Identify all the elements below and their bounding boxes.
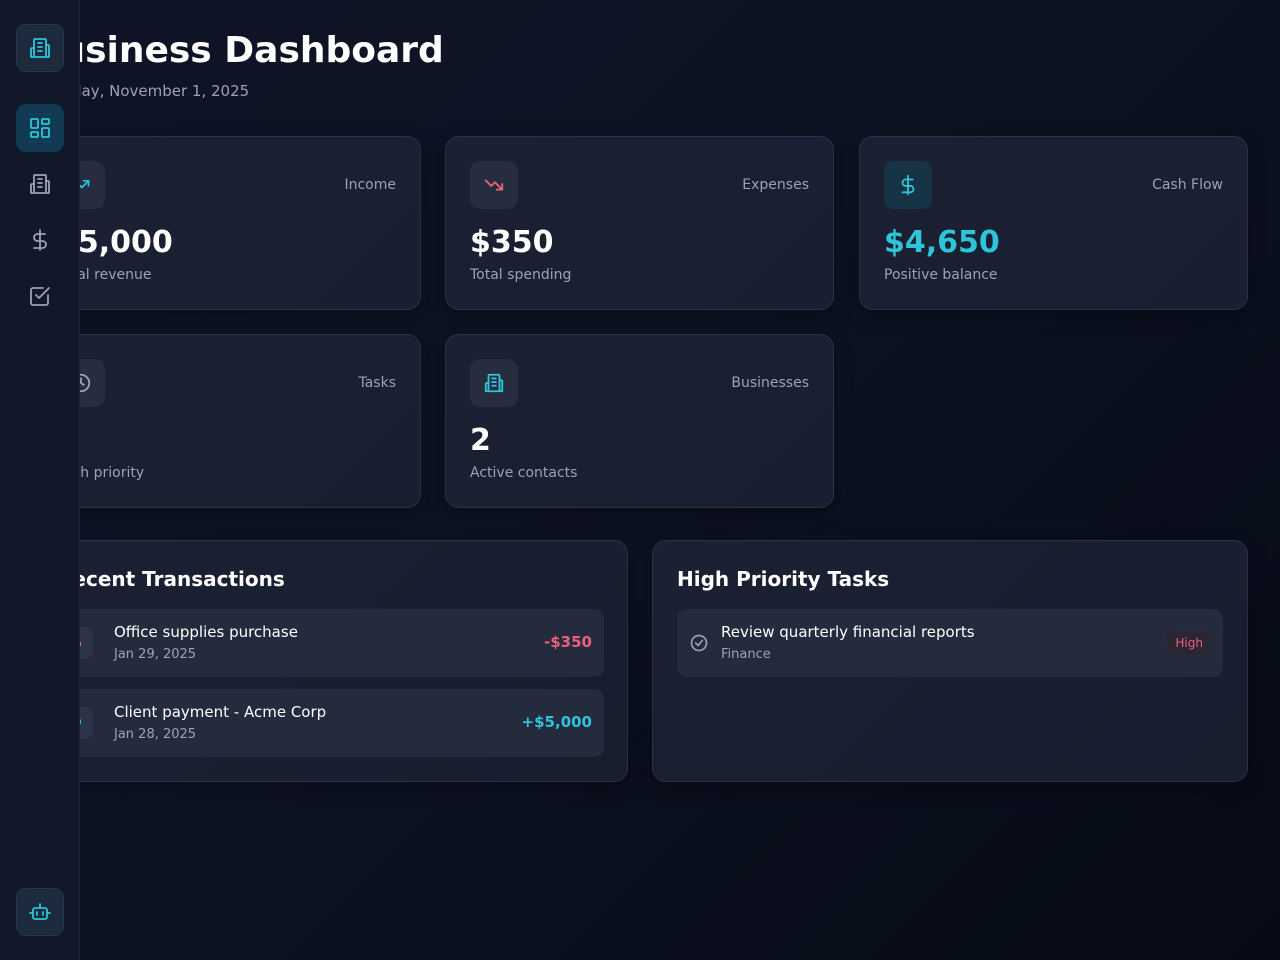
transaction-row[interactable]: Client payment - Acme Corp Jan 28, 2025 …: [57, 689, 604, 757]
cash-flow-subtitle: Positive balance: [884, 267, 998, 283]
transaction-amount: -$350: [544, 633, 592, 651]
recent-transactions-panel: Recent Transactions Office supplies purc…: [32, 540, 628, 782]
high-priority-tasks-panel: High Priority Tasks Review quarterly fin…: [652, 540, 1248, 782]
page-title: Business Dashboard: [32, 30, 444, 71]
transaction-date: Jan 29, 2025: [114, 647, 197, 662]
expenses-value: $350: [470, 225, 554, 260]
sidebar: [0, 0, 80, 960]
trending-down-icon: [470, 161, 518, 209]
businesses-subtitle: Active contacts: [470, 465, 578, 481]
building-icon: [28, 36, 52, 60]
income-subtitle: Total revenue: [57, 267, 152, 283]
transaction-amount: +$5,000: [521, 713, 592, 731]
tasks-card[interactable]: Tasks 3 High priority: [32, 334, 421, 508]
priority-badge: High: [1167, 631, 1211, 655]
transaction-row[interactable]: Office supplies purchase Jan 29, 2025 -$…: [57, 609, 604, 677]
income-label: Income: [344, 177, 396, 193]
cash-flow-label: Cash Flow: [1152, 177, 1223, 193]
panel-title: High Priority Tasks: [677, 567, 890, 591]
cash-flow-value: $4,650: [884, 225, 1000, 260]
expenses-subtitle: Total spending: [470, 267, 572, 283]
transaction-date: Jan 28, 2025: [114, 727, 197, 742]
assistant-button[interactable]: [16, 888, 64, 936]
task-row[interactable]: Review quarterly financial reports Finan…: [677, 609, 1223, 677]
dashboard-icon: [28, 116, 52, 140]
sidebar-item-finances[interactable]: [16, 216, 64, 264]
transaction-title: Client payment - Acme Corp: [114, 703, 327, 721]
sidebar-item-dashboard[interactable]: [16, 104, 64, 152]
building-icon: [470, 359, 518, 407]
dollar-icon: [28, 228, 52, 252]
cash-flow-card[interactable]: Cash Flow $4,650 Positive balance: [859, 136, 1248, 310]
businesses-card[interactable]: Businesses 2 Active contacts: [445, 334, 834, 508]
bot-icon: [28, 900, 52, 924]
dollar-icon: [884, 161, 932, 209]
income-card[interactable]: Income $5,000 Total revenue: [32, 136, 421, 310]
tasks-label: Tasks: [358, 375, 396, 391]
check-circle-icon[interactable]: [689, 633, 709, 653]
businesses-value: 2: [470, 423, 491, 458]
task-title: Review quarterly financial reports: [721, 623, 975, 641]
task-category: Finance: [721, 647, 771, 662]
sidebar-item-tasks[interactable]: [16, 272, 64, 320]
checkbox-icon: [28, 284, 52, 308]
panel-title: Recent Transactions: [57, 567, 285, 591]
businesses-label: Businesses: [731, 375, 809, 391]
page-date: Saturday, November 1, 2025: [32, 82, 250, 100]
expenses-card[interactable]: Expenses $350 Total spending: [445, 136, 834, 310]
sidebar-item-businesses[interactable]: [16, 160, 64, 208]
building-icon: [28, 172, 52, 196]
transaction-title: Office supplies purchase: [114, 623, 298, 641]
expenses-label: Expenses: [742, 177, 809, 193]
logo-button[interactable]: [16, 24, 64, 72]
